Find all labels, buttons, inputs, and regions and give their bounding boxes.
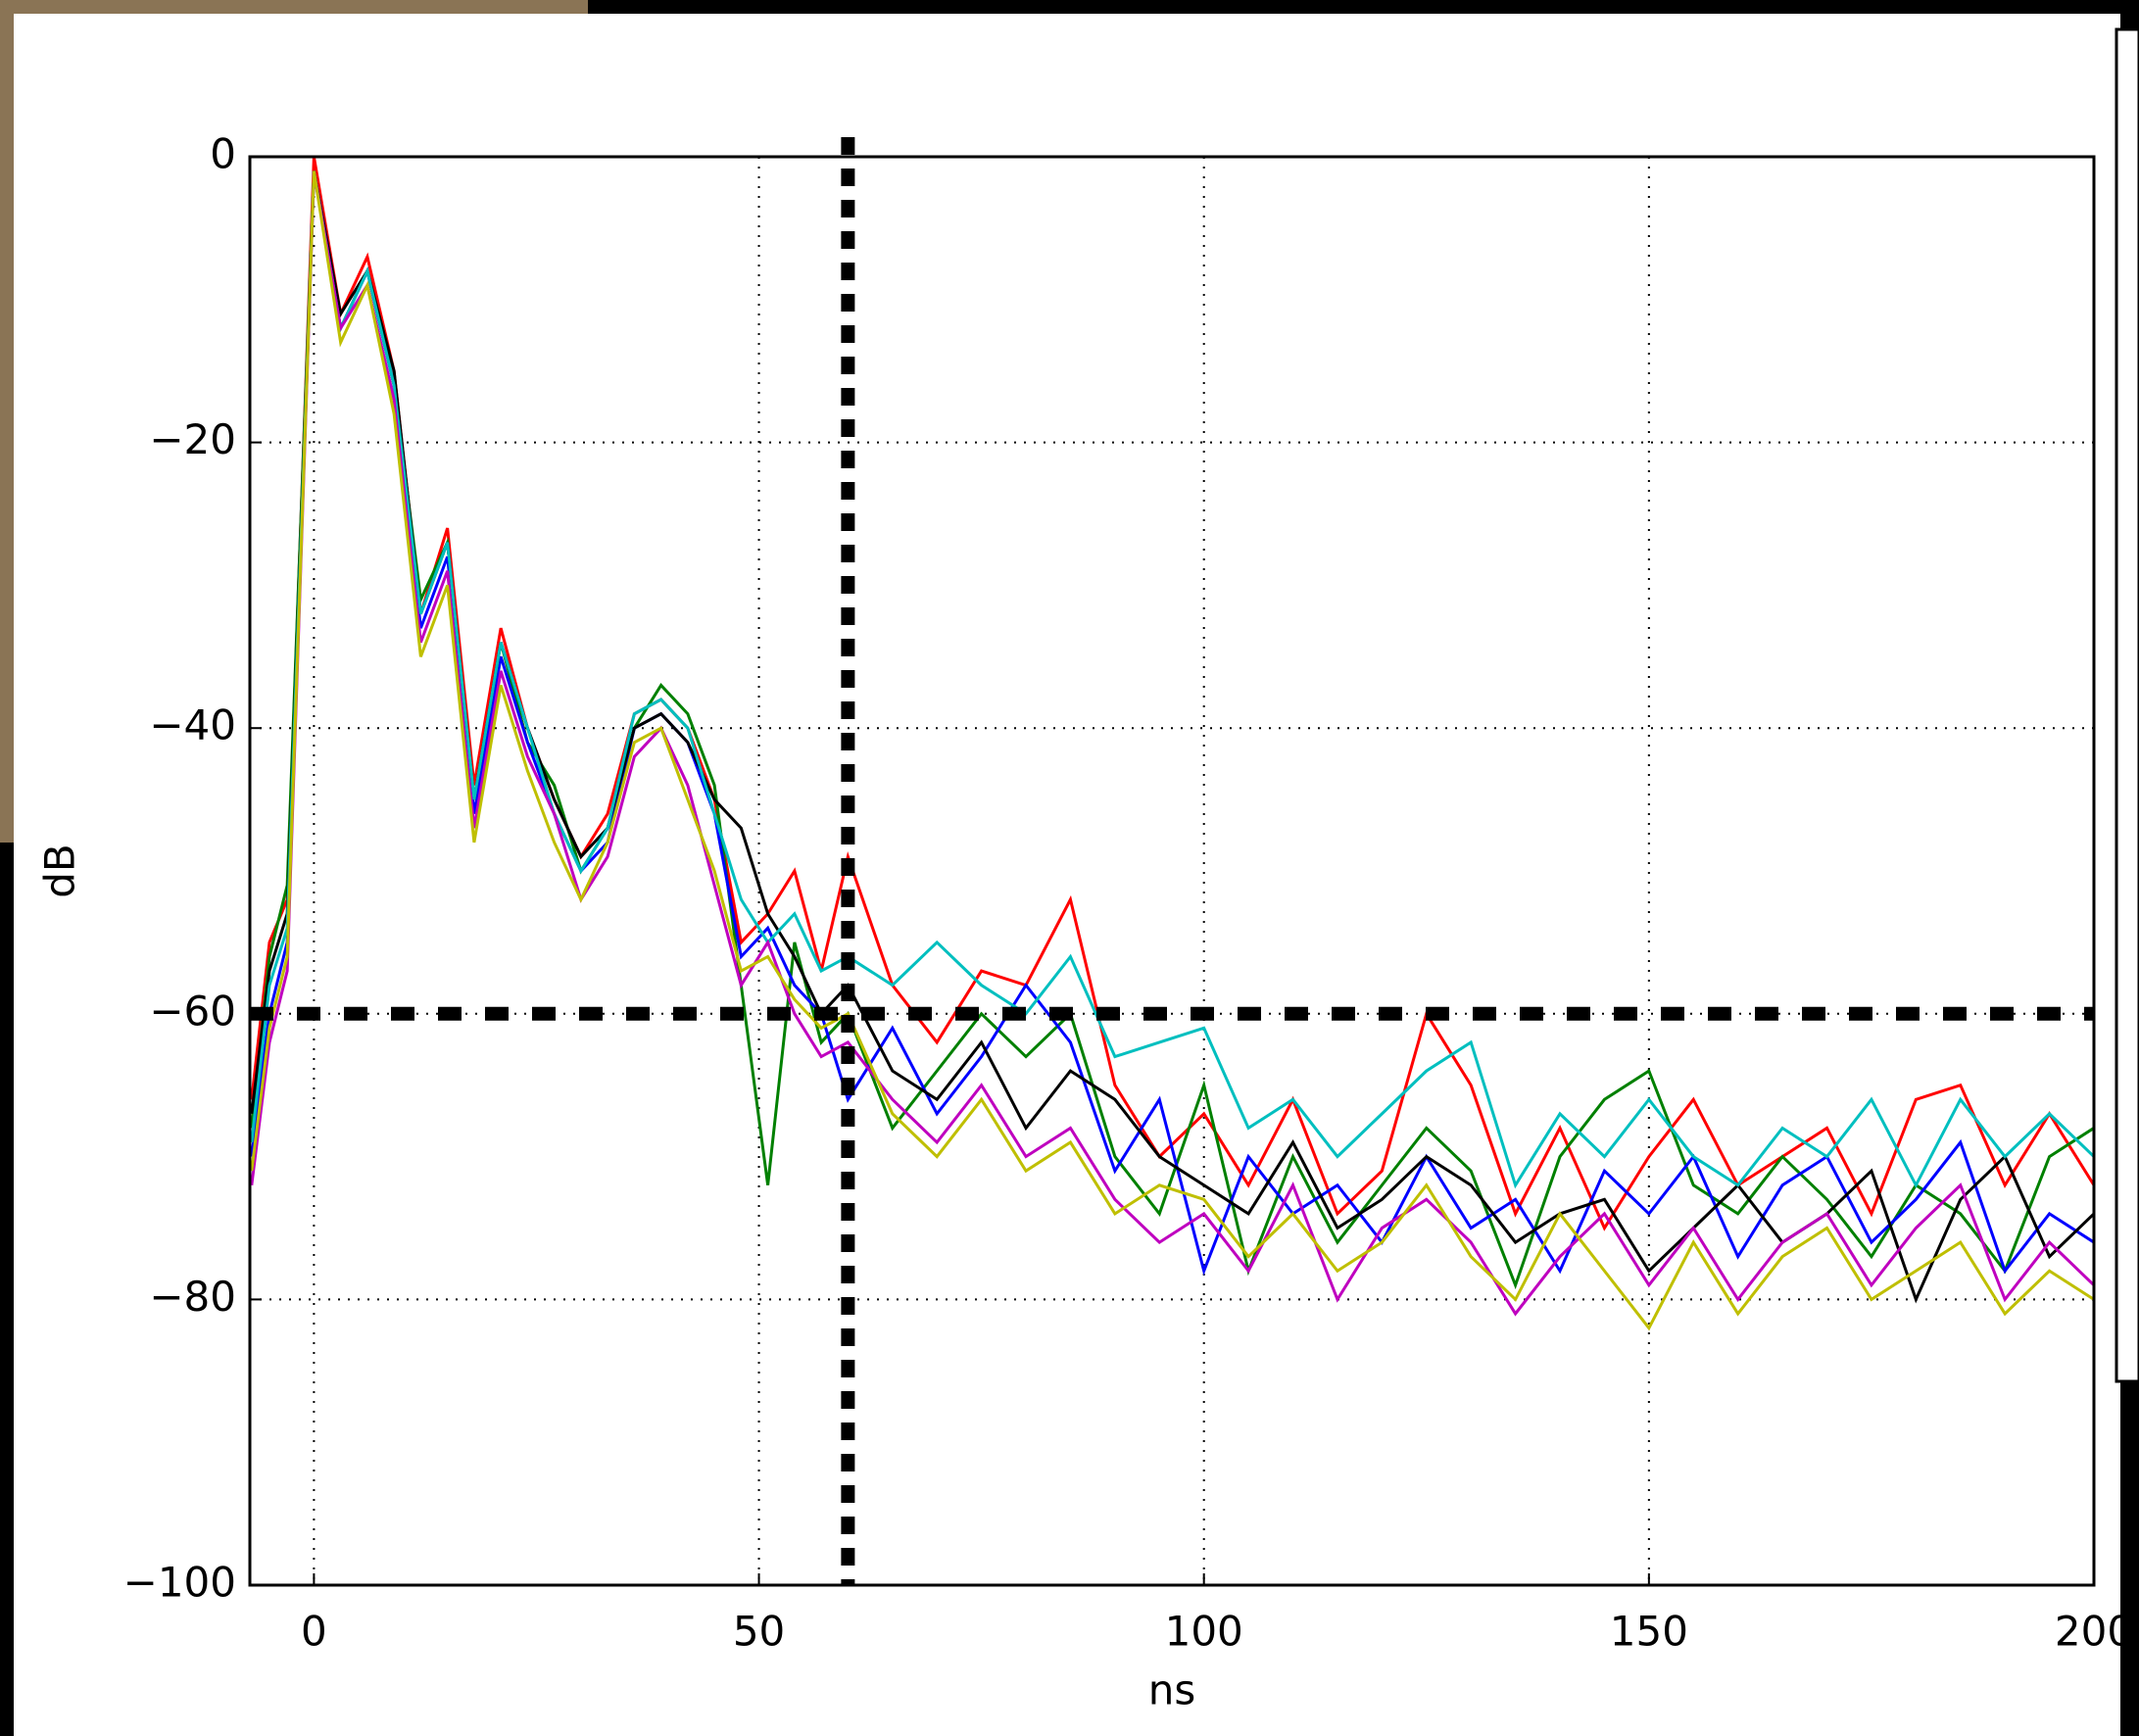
x-tick-label: 100 (1165, 1608, 1243, 1656)
y-tick-label: −100 (123, 1559, 236, 1607)
figure-panel (14, 14, 2120, 1736)
y-axis-label: dB (36, 844, 84, 897)
series-line (250, 157, 2094, 1231)
x-tick-label: 50 (733, 1608, 785, 1656)
plot-area (250, 157, 2094, 1331)
series-line (250, 170, 2094, 1189)
y-tick-label: −20 (149, 415, 236, 463)
x-tick-label: 150 (1610, 1608, 1688, 1656)
x-tick-label: 0 (301, 1608, 327, 1656)
legend-box (2115, 27, 2139, 1383)
y-tick-label: 0 (210, 130, 236, 178)
series-line (250, 170, 2094, 1317)
axes-frame (248, 155, 2096, 1587)
x-tick-label: 200 (2055, 1608, 2133, 1656)
y-tick-label: −80 (149, 1273, 236, 1321)
y-tick-label: −40 (149, 701, 236, 749)
series-line (250, 170, 2094, 1331)
x-axis-label: ns (1148, 1666, 1196, 1714)
y-tick-label: −60 (149, 987, 236, 1035)
